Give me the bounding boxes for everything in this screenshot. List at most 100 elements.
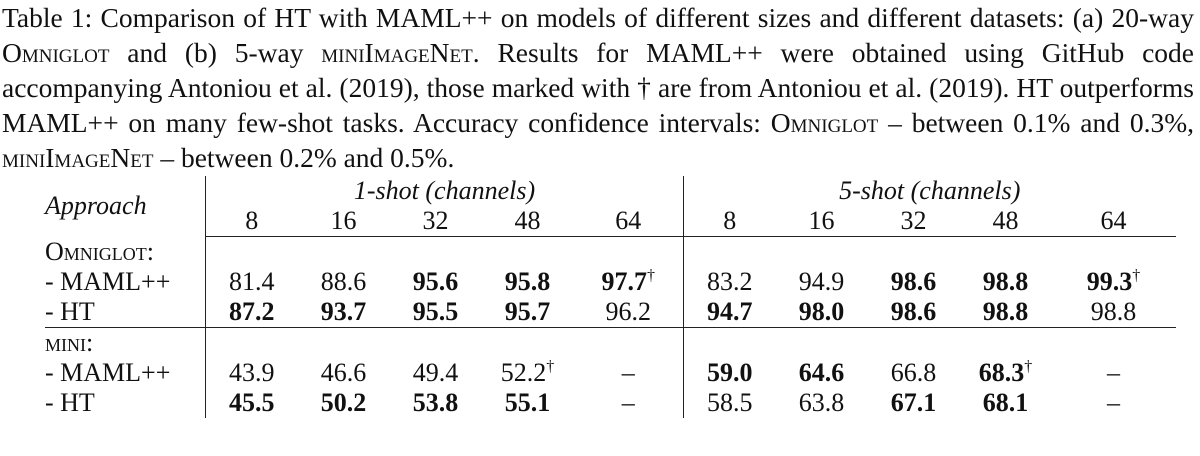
- value-text: 95.8: [504, 266, 551, 296]
- value-text: 95.6: [412, 266, 459, 296]
- value-cell: 68.1: [960, 388, 1052, 418]
- channel-header: 32: [867, 206, 960, 237]
- value-text: 53.8: [412, 387, 459, 417]
- caption-text: and (b) 5-way: [109, 37, 322, 68]
- value-cell: –: [574, 358, 684, 388]
- empty-cell: [574, 327, 684, 358]
- value-text: 81.4: [229, 266, 275, 296]
- value-text: 98.6: [890, 266, 937, 296]
- channel-header: 48: [481, 206, 574, 237]
- value-cell: 67.1: [868, 388, 960, 418]
- value-text: 98.8: [982, 296, 1029, 326]
- table-caption: Table 1: Comparison of HT with MAML++ on…: [2, 0, 1194, 175]
- caption-text: – between 0.1% and 0.3%,: [878, 107, 1194, 138]
- value-text: 96.2: [605, 296, 652, 326]
- value-text: 52.2: [500, 357, 547, 387]
- value-cell: 83.2: [683, 266, 776, 297]
- value-cell: 96.2: [573, 296, 684, 328]
- value-cell: 68.3†: [960, 358, 1052, 388]
- data-row: - HT 87.2 93.7 95.5 95.7 96.2 94.7 98.0 98.6 98.8…: [45, 296, 1176, 328]
- value-text: 59.0: [707, 357, 753, 387]
- value-cell: 98.6: [867, 296, 960, 328]
- value-text: 55.1: [504, 387, 551, 417]
- value-text: 93.7: [320, 296, 367, 326]
- row-name: - MAML++: [45, 266, 171, 296]
- channel-header: 48: [959, 206, 1052, 237]
- channel-header: 8: [205, 206, 298, 237]
- group-header: 1-shot (channels): [205, 176, 684, 206]
- value-text: 49.4: [412, 357, 459, 387]
- value-text: 67.1: [890, 387, 937, 417]
- section-label: mini:: [45, 327, 94, 357]
- caption-text: Omniglot: [2, 37, 110, 68]
- value-cell: 95.5: [389, 296, 482, 328]
- empty-cell: [960, 327, 1052, 358]
- empty-cell: [868, 327, 960, 358]
- value-cell: 53.8: [390, 388, 482, 418]
- value-cell: 50.2: [298, 388, 390, 418]
- dagger: †: [647, 266, 655, 284]
- channel-header: 64: [573, 206, 684, 237]
- value-text: –: [1107, 357, 1120, 387]
- caption-text: Table 1: Comparison of HT with MAML++ on…: [2, 2, 1194, 33]
- value-cell: 88.6: [298, 267, 390, 297]
- value-cell: 98.6: [868, 267, 960, 297]
- caption-text: . Results for MAML++ were obtained using…: [2, 37, 1194, 138]
- channel-header: 8: [683, 206, 776, 237]
- value-cell: 46.6: [298, 358, 390, 388]
- value-cell: 98.0: [775, 296, 868, 328]
- empty-cell: [298, 237, 390, 267]
- empty-cell: [683, 236, 776, 267]
- empty-cell: [960, 237, 1052, 267]
- empty-cell: [205, 236, 298, 267]
- value-cell: 63.8: [776, 388, 868, 418]
- dagger: †: [1132, 266, 1141, 284]
- section-label: Omniglot:: [45, 236, 154, 266]
- channel-header: 16: [297, 206, 390, 237]
- value-text: 94.9: [798, 266, 845, 296]
- value-text: 64.6: [798, 357, 845, 387]
- empty-cell: [574, 237, 684, 267]
- header-cell: Approach: [45, 191, 147, 221]
- value-cell: 95.6: [390, 267, 482, 297]
- row-name: - HT: [45, 296, 206, 328]
- value-text: 45.5: [229, 387, 275, 417]
- channel-header: 64: [1051, 206, 1176, 237]
- empty-cell: [683, 327, 776, 358]
- value-cell: 95.7: [481, 296, 574, 328]
- value-cell: 81.4: [205, 266, 298, 297]
- value-text: 87.2: [229, 296, 275, 326]
- value-cell: 64.6: [776, 358, 868, 388]
- value-cell: 55.1: [482, 388, 574, 418]
- empty-cell: [482, 327, 574, 358]
- value-text: –: [621, 357, 635, 387]
- empty-cell: [298, 327, 390, 358]
- channel-header: 32: [389, 206, 482, 237]
- value-text: 98.0: [798, 296, 845, 326]
- empty-cell: [868, 237, 960, 267]
- value-cell: 58.5: [683, 387, 776, 418]
- group-header: 5-shot (channels): [683, 176, 1176, 206]
- empty-cell: [1052, 237, 1176, 267]
- value-cell: 87.2: [205, 296, 298, 328]
- empty-cell: [205, 327, 298, 358]
- value-cell: 99.3†: [1052, 267, 1176, 297]
- value-cell: 98.8: [959, 296, 1052, 328]
- empty-cell: [390, 327, 482, 358]
- value-cell: 97.7†: [574, 267, 684, 297]
- empty-cell: [776, 237, 868, 267]
- value-text: –: [621, 387, 635, 417]
- value-cell: 98.8: [1051, 296, 1176, 328]
- value-text: 95.5: [412, 296, 459, 326]
- value-text: 94.7: [707, 296, 753, 326]
- value-cell: 98.8: [960, 267, 1052, 297]
- empty-cell: [1052, 327, 1176, 358]
- section-row: Omniglot:: [45, 236, 1176, 267]
- row-name: - MAML++: [45, 357, 171, 387]
- value-cell: 94.7: [683, 296, 776, 328]
- value-text: 99.3: [1086, 266, 1133, 296]
- caption-text: miniImageNet: [2, 142, 154, 173]
- value-text: 68.1: [982, 387, 1029, 417]
- empty-cell: [482, 237, 574, 267]
